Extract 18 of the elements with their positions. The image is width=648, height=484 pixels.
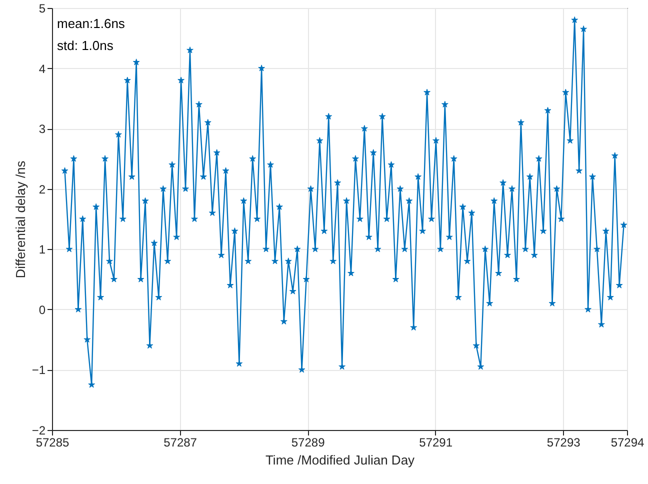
x-tick-label: 57289 <box>291 436 326 450</box>
x-tick-label: 57291 <box>419 436 453 450</box>
y-tick-label: 4 <box>38 62 46 76</box>
y-tick-label: 2 <box>38 182 46 196</box>
x-axis-title: Time /Modified Julian Day <box>265 452 416 468</box>
x-tick-label: 57285 <box>36 436 70 450</box>
y-tick-label: 1 <box>38 242 46 257</box>
y-tick-label: −1 <box>32 363 46 378</box>
x-tick-label: 57293 <box>546 436 581 450</box>
y-tick-label: −2 <box>32 424 46 438</box>
y-tick-label: 3 <box>38 122 46 136</box>
y-tick-label: 5 <box>38 2 46 16</box>
annotation: std: 1.0ns <box>57 38 114 53</box>
y-axis-title: Differential delay /ns <box>12 160 28 278</box>
x-tick-label: 57287 <box>164 436 198 450</box>
y-tick-label: 0 <box>38 302 46 317</box>
x-tick-label: 57294 <box>610 436 645 450</box>
annotation: mean:1.6ns <box>57 16 126 31</box>
